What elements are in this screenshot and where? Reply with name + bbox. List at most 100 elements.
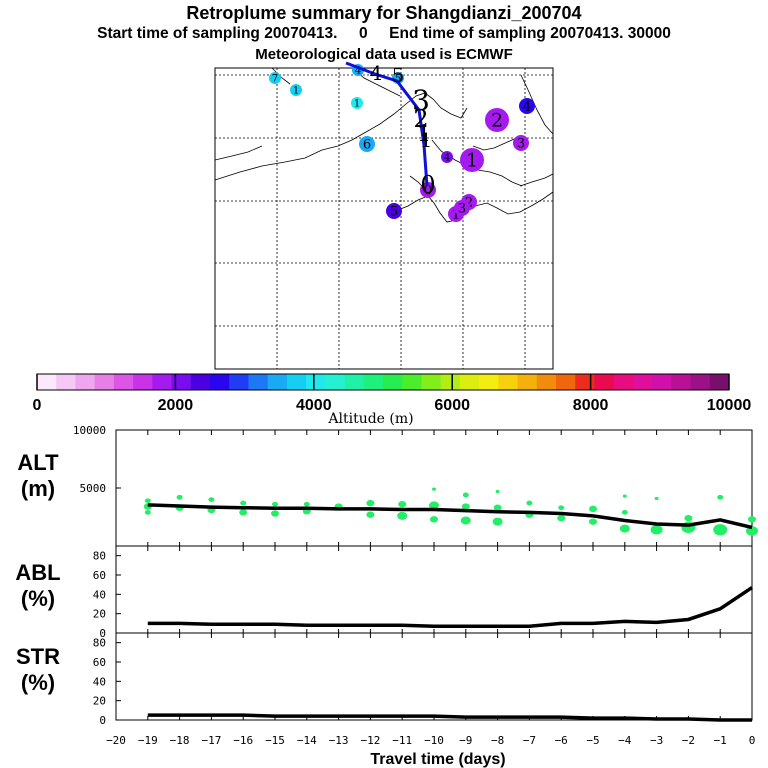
- colorbar-cell: [709, 374, 730, 390]
- plume-dot: [513, 135, 529, 151]
- alt-point: [654, 496, 659, 501]
- colorbar-cell: [479, 374, 499, 390]
- alt-point: [621, 509, 628, 515]
- plume-day-label: 1: [466, 150, 478, 172]
- alt-point: [493, 504, 502, 511]
- x-tick-label: −17: [201, 734, 221, 747]
- alt-point: [557, 514, 566, 522]
- colorbar-cell: [344, 374, 365, 390]
- colorbar-cell: [632, 374, 653, 390]
- alt-point: [558, 505, 565, 511]
- alt-point: [429, 501, 439, 510]
- colorbar-cell: [690, 374, 711, 390]
- y-tick-label: 80: [93, 550, 106, 563]
- altitude-colorbar: 0 2000 4000 6000 8000 10000 Altitude (m): [33, 373, 752, 427]
- x-tick-label: −4: [618, 734, 632, 747]
- alt-point: [398, 501, 407, 508]
- alt-point: [589, 518, 597, 525]
- plume-day-label: 2: [465, 195, 473, 210]
- plume-day-label: 5: [395, 73, 401, 84]
- x-tick-label: −19: [138, 734, 158, 747]
- str-panel: STR(%) 0 20 40 60 80: [16, 632, 753, 727]
- x-tick-label: −2: [682, 734, 695, 747]
- alt-point: [176, 494, 183, 500]
- panel-ylabel-unit: (m): [21, 476, 55, 501]
- plume-dot: [290, 84, 302, 96]
- alt-point: [144, 509, 151, 515]
- x-tick-label: −10: [424, 734, 444, 747]
- colorbar-tick-labels: 0 2000 4000 6000 8000 10000: [33, 397, 752, 414]
- alt-point: [432, 487, 436, 491]
- alt-point: [240, 500, 247, 506]
- colorbar-cell: [421, 374, 442, 390]
- trajectory-track: [345, 61, 429, 187]
- plume-dot: [359, 136, 375, 152]
- plume-day-label: 4: [355, 65, 361, 76]
- x-tick-label: −1: [714, 734, 727, 747]
- plume-dot: [420, 182, 436, 198]
- plume-day-label: 5: [390, 204, 398, 219]
- y-tick-label: 0: [99, 627, 106, 640]
- plume-day-label: 1: [293, 85, 299, 96]
- y-tick-label: 0: [99, 714, 106, 727]
- plume-dot: [269, 72, 281, 84]
- x-tick-label: −11: [392, 734, 412, 747]
- track-day-label: 1: [420, 128, 433, 152]
- plume-day-label: 1: [354, 98, 360, 109]
- x-tick-label: −6: [555, 734, 568, 747]
- abl-panel: ABL(%) 0 20 40 60 80: [15, 545, 753, 640]
- colorbar-cell: [402, 374, 422, 390]
- colorbar-cell: [594, 374, 615, 390]
- colorbar-tick-label: 4000: [296, 397, 332, 414]
- alt-point: [717, 494, 724, 500]
- alt-point: [208, 497, 215, 502]
- colorbar-cell: [56, 374, 76, 390]
- alt-point: [462, 492, 469, 498]
- alt-point: [526, 500, 533, 506]
- x-tick-label: −18: [170, 734, 190, 747]
- y-tick-label: 20: [93, 695, 106, 708]
- colorbar-cell: [575, 374, 595, 390]
- y-tick-label: 80: [93, 637, 106, 650]
- track-day-label: 0: [420, 171, 435, 199]
- panel-ylabel: ALT: [17, 450, 59, 475]
- y-tick-label: 40: [93, 675, 106, 688]
- alt-point: [366, 499, 375, 507]
- alt-point: [589, 505, 597, 513]
- colorbar-cell: [267, 374, 288, 390]
- colorbar-cell: [190, 374, 211, 390]
- alt-point: [619, 524, 630, 533]
- colorbar-cell: [671, 374, 691, 390]
- y-tick-label: 5000: [80, 482, 107, 495]
- plume-day-label: 7: [272, 73, 278, 84]
- panel-ylabel: STR: [16, 644, 60, 669]
- colorbar-cell: [210, 374, 230, 390]
- x-tick-label: −16: [233, 734, 253, 747]
- colorbar-tick-label: 2000: [158, 397, 194, 414]
- x-tick-label: −5: [586, 734, 599, 747]
- x-tick-label: −14: [297, 734, 317, 747]
- plume-dot: [386, 203, 402, 219]
- x-tick-label: 0: [749, 734, 756, 747]
- colorbar-cell: [152, 374, 172, 390]
- panel-ylabel-unit: (%): [21, 670, 55, 695]
- colorbar-cell: [440, 374, 461, 390]
- track-day-label: 5: [392, 63, 405, 87]
- panel-ylabel-unit: (%): [21, 586, 55, 611]
- x-tick-label: −20: [106, 734, 126, 747]
- colorbar-tick-label: 8000: [573, 397, 609, 414]
- colorbar-cell: [37, 374, 57, 390]
- colorbar-cells: [37, 374, 730, 390]
- colorbar-tick-marks: [36, 374, 730, 390]
- x-tick-label: −3: [650, 734, 663, 747]
- x-tick-label: −9: [459, 734, 472, 747]
- alt-point: [713, 524, 728, 536]
- track-day-label: 1: [417, 122, 431, 147]
- alt-point: [272, 501, 278, 507]
- alt-point: [492, 517, 503, 526]
- plume-dot: [441, 151, 453, 163]
- panel-frame: [115, 545, 753, 634]
- alt-point: [366, 511, 375, 518]
- alt-point: [303, 501, 310, 507]
